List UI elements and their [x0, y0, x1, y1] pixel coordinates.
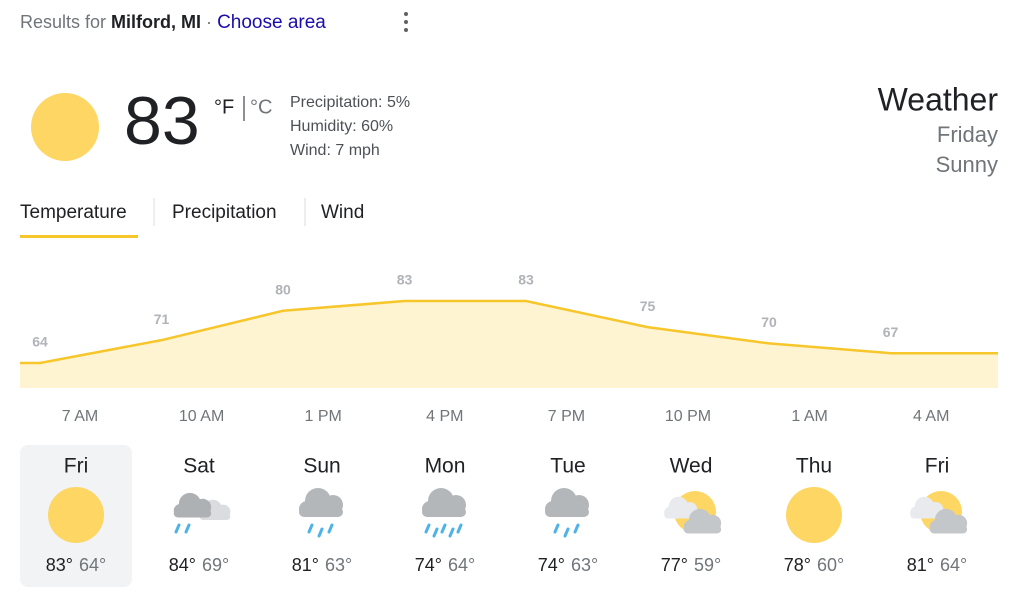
hour-label: 10 PM: [665, 408, 711, 425]
rain-drop: [174, 523, 181, 534]
place: Milford, MI: [111, 12, 201, 32]
day-name: Sun: [303, 455, 340, 478]
hour-label: 4 AM: [913, 408, 949, 425]
rain-drop: [184, 523, 191, 534]
hour-label: 10 AM: [179, 408, 224, 425]
day-low: 64°: [79, 555, 106, 575]
weather-icon: [173, 492, 231, 534]
weather-condition: Sunny: [936, 152, 998, 177]
day-name: Fri: [925, 455, 950, 478]
weather-icon: [299, 488, 343, 538]
weather-day: Friday: [937, 122, 998, 147]
rain-drop: [317, 527, 324, 538]
weather-icon: [786, 487, 842, 543]
day-name: Fri: [64, 455, 89, 478]
tab-underline: [20, 235, 138, 238]
weather-icon: [910, 491, 968, 534]
weather-icon: [422, 488, 466, 538]
temp-label: 75: [640, 298, 656, 314]
humidity: Humidity: 60%: [290, 118, 393, 135]
temp-label: 64: [32, 334, 48, 350]
day-low: 64°: [448, 555, 475, 575]
weather-icon: [664, 491, 722, 534]
weather-icon: [48, 487, 104, 543]
day-high: 78°: [784, 555, 811, 575]
temp-line: [20, 299, 998, 365]
weather-icon: [545, 488, 589, 538]
prefix: Results for: [20, 12, 106, 32]
rain-drop: [307, 523, 314, 534]
day-high: 81°: [292, 555, 319, 575]
header: Results for Milford, MI · Choose area: [20, 12, 326, 33]
rain-drop: [440, 523, 447, 534]
day-name: Wed: [670, 455, 713, 478]
day-low: 63°: [325, 555, 352, 575]
day-high: 81°: [907, 555, 934, 575]
wind: Wind: 7 mph: [290, 142, 380, 159]
rain-drop: [448, 527, 455, 538]
temp-label: 70: [761, 314, 777, 330]
rain-drop: [327, 523, 334, 534]
day-name: Mon: [425, 455, 466, 478]
day-low: 59°: [694, 555, 721, 575]
tab[interactable]: Temperature: [20, 202, 127, 223]
day-name: Thu: [796, 455, 832, 478]
sun: [48, 487, 104, 543]
tab[interactable]: Precipitation: [172, 202, 277, 223]
weather-title: Weather: [878, 81, 999, 117]
day-high: 74°: [415, 555, 442, 575]
temp-label: 80: [275, 281, 291, 297]
current-sun: [31, 93, 99, 161]
sun: [786, 487, 842, 543]
rain-drop: [563, 527, 570, 538]
day-high: 77°: [661, 555, 688, 575]
day-name: Tue: [550, 455, 585, 478]
hour-label: 4 PM: [426, 408, 463, 425]
rain-drop: [424, 523, 431, 534]
day-low: 64°: [940, 555, 967, 575]
temp-label: 83: [397, 272, 413, 288]
precipitation: Precipitation: 5%: [290, 94, 410, 111]
day-name: Sat: [183, 455, 215, 478]
choose-area[interactable]: Choose area: [217, 12, 326, 33]
rain-drop: [432, 527, 439, 538]
unit-f[interactable]: °F: [214, 96, 234, 118]
hour-label: 7 AM: [62, 408, 98, 425]
day-low: 69°: [202, 555, 229, 575]
day-low: 63°: [571, 555, 598, 575]
tab[interactable]: Wind: [321, 202, 364, 223]
menu[interactable]: [404, 12, 408, 32]
temp-label: 83: [518, 272, 534, 288]
temp-area: [20, 301, 998, 388]
hour-label: 1 PM: [305, 408, 342, 425]
current-temp: 83: [124, 83, 200, 159]
hour-label: 7 PM: [548, 408, 585, 425]
rain-drop: [553, 523, 560, 534]
rain-drop: [573, 523, 580, 534]
separator: ·: [206, 12, 212, 32]
day-low: 60°: [817, 555, 844, 575]
rain-drop: [456, 523, 463, 534]
temp-label: 71: [154, 311, 170, 327]
day-high: 74°: [538, 555, 565, 575]
day-high: 83°: [46, 555, 73, 575]
day-high: 84°: [169, 555, 196, 575]
unit-c[interactable]: °C: [250, 96, 272, 118]
hour-label: 1 AM: [791, 408, 827, 425]
temp-label: 67: [883, 324, 899, 340]
